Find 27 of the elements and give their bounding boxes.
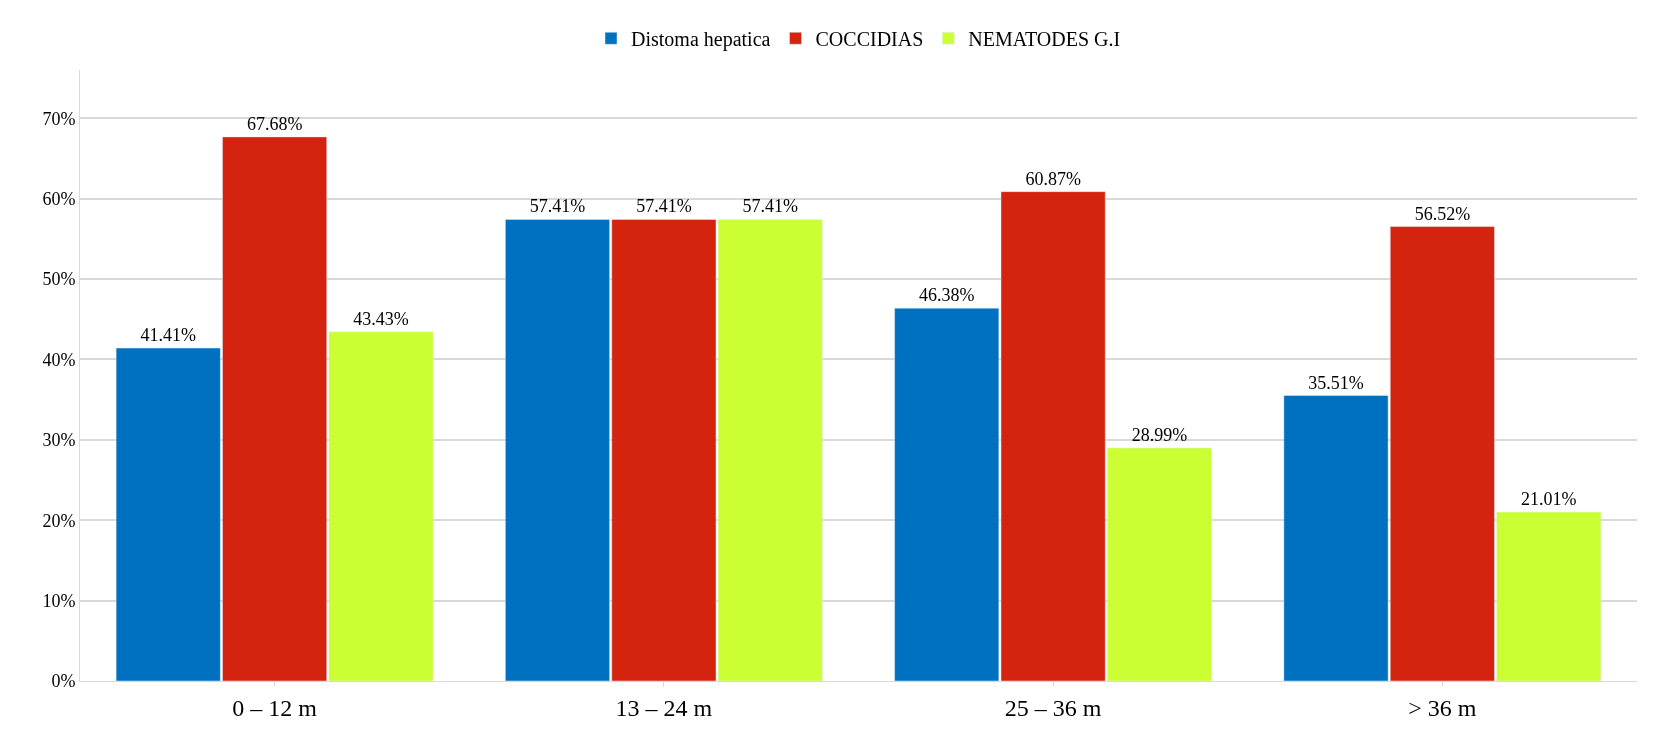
data-label: 67.68%: [246, 113, 303, 134]
data-label: 46.38%: [918, 285, 975, 306]
y-tick-label: 0%: [51, 671, 76, 692]
x-tick-label: 13 – 24 m: [615, 694, 713, 721]
data-label: 21.01%: [1521, 489, 1577, 510]
legend-label: Distoma hepatica: [631, 28, 771, 52]
x-tick-label: 25 – 36 m: [1004, 694, 1102, 721]
y-tick-label: 60%: [42, 188, 76, 209]
legend-label: NEMATODES G.I: [968, 28, 1121, 51]
data-label: 57.41%: [742, 196, 799, 217]
data-label: 57.41%: [636, 196, 692, 217]
data-label: 35.51%: [1308, 372, 1364, 393]
data-label: 60.87%: [1025, 168, 1081, 189]
y-tick-label: 50%: [42, 269, 76, 290]
y-tick-label: 30%: [42, 430, 76, 451]
y-tick-label: 10%: [42, 590, 76, 611]
x-tick-label: 0 – 12 m: [232, 694, 318, 721]
x-tick-label: > 36 m: [1408, 694, 1477, 721]
data-label: 57.41%: [529, 196, 586, 217]
data-label: 56.52%: [1414, 203, 1471, 224]
data-label: 28.99%: [1131, 424, 1188, 445]
y-tick-label: 20%: [42, 510, 76, 531]
legend-label: COCCIDIAS: [815, 28, 924, 51]
data-label: 43.43%: [353, 308, 409, 329]
y-tick-label: 40%: [42, 349, 76, 370]
data-label: 41.41%: [140, 325, 196, 346]
y-tick-label: 70%: [42, 108, 76, 129]
